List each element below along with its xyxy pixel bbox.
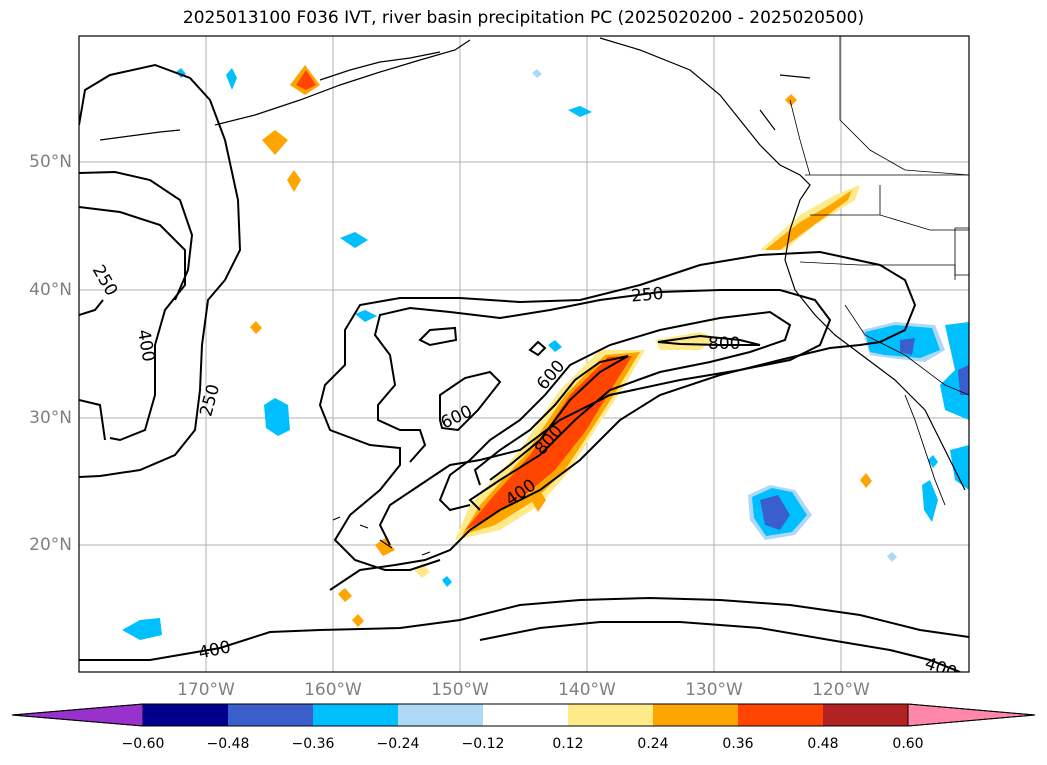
precip-negative-patches [122,68,969,640]
colorbar-swatch [823,704,908,726]
coastlines [99,37,966,556]
map-background [79,36,969,672]
lat-label-30N: 30°N [29,408,72,428]
colorbar-outline [11,703,1036,727]
colorbar-tick-label: −0.12 [461,736,505,752]
colorbar-tick-label: 0.48 [807,736,839,752]
colorbar-swatch [398,704,483,726]
colorbar-tick-label: −0.60 [121,736,165,752]
colorbar-swatch [738,704,823,726]
colorbar-tick-label: −0.48 [206,736,250,752]
lon-label-160W: 160°W [304,680,362,700]
contour-label: 250 [630,284,664,307]
lon-label-130W: 130°W [685,680,743,700]
lat-label-20N: 20°N [29,535,72,555]
ivt-contours [79,63,969,672]
contour-label: 800 [708,334,740,354]
colorbar-tick-label: 0.12 [552,736,584,752]
lon-label-140W: 140°W [558,680,616,700]
political-borders [799,36,969,396]
gridlines [79,36,969,672]
lon-label-170W: 170°W [177,680,235,700]
colorbar-left-extend [11,703,144,727]
colorbar-tick-label: 0.60 [892,736,924,752]
colorbar-swatch [228,704,313,726]
colorbar-tick-label: −0.24 [376,736,420,752]
colorbar-swatch [568,704,653,726]
colorbar-swatch [483,704,568,726]
colorbar-swatch [313,704,398,726]
colorbar-tick-label: 0.24 [637,736,669,752]
lon-label-120W: 120°W [812,680,870,700]
colorbar-right-extend [907,703,1036,727]
colorbar-tick-label: −0.36 [291,736,335,752]
figure-title: 2025013100 F036 IVT, river basin precipi… [182,8,865,28]
lon-label-150W: 150°W [431,680,489,700]
colorbar [11,703,1036,727]
colorbar-swatch [143,704,228,726]
lat-label-40N: 40°N [29,280,72,300]
map-frame [78,35,970,673]
lat-label-50N: 50°N [29,152,72,172]
colorbar-tick-label: 0.36 [722,736,754,752]
colorbar-swatch [653,704,738,726]
